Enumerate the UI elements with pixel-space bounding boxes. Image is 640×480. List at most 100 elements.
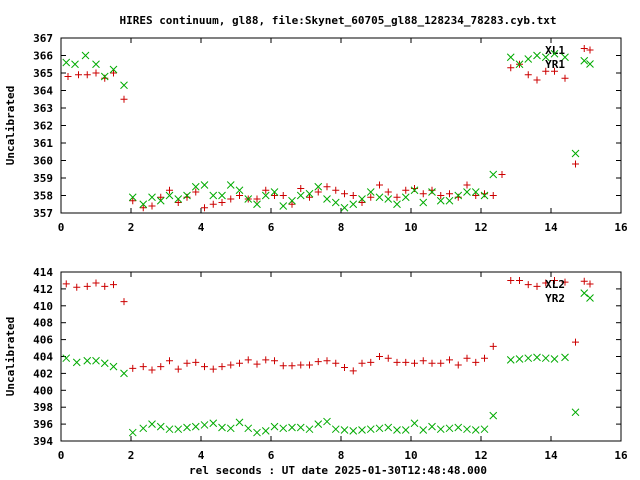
data-point bbox=[81, 51, 90, 60]
data-point bbox=[541, 53, 550, 62]
data-point bbox=[507, 276, 515, 284]
data-point bbox=[533, 76, 541, 84]
data-point bbox=[437, 359, 445, 367]
x-tick-label: 16 bbox=[614, 221, 628, 234]
data-point bbox=[489, 411, 498, 420]
data-point bbox=[463, 425, 471, 434]
series-XL2 bbox=[62, 276, 588, 375]
data-point bbox=[463, 354, 471, 362]
data-point bbox=[148, 366, 156, 374]
data-point bbox=[524, 55, 533, 63]
panel-1: 357 358 359 360 361 362 363 364 365 366 367 0 2 4 6 8 10… bbox=[4, 32, 628, 234]
data-point bbox=[331, 425, 340, 434]
data-point bbox=[375, 424, 384, 433]
data-point bbox=[200, 181, 209, 189]
data-point bbox=[463, 181, 471, 189]
data-point bbox=[120, 298, 128, 306]
data-point bbox=[306, 193, 313, 201]
x-tick-label: 2 bbox=[128, 221, 135, 234]
data-point bbox=[446, 356, 453, 364]
data-point bbox=[524, 354, 533, 363]
data-point bbox=[454, 423, 463, 432]
data-point bbox=[139, 204, 147, 212]
data-point bbox=[533, 51, 541, 60]
x-tick-label: 16 bbox=[614, 449, 628, 462]
data-point bbox=[401, 426, 410, 434]
data-point bbox=[227, 195, 235, 203]
data-point bbox=[506, 53, 515, 62]
legend-label: XL1 bbox=[545, 44, 565, 57]
data-point bbox=[419, 426, 428, 434]
data-point bbox=[314, 182, 323, 191]
data-point bbox=[109, 65, 118, 74]
legend-label: YR1 bbox=[545, 58, 565, 71]
data-point bbox=[551, 67, 558, 75]
data-point bbox=[332, 359, 340, 367]
data-point bbox=[384, 423, 393, 432]
data-point bbox=[165, 425, 174, 434]
data-point bbox=[561, 74, 569, 82]
data-point bbox=[148, 420, 156, 428]
data-point bbox=[358, 426, 366, 434]
data-point bbox=[279, 424, 288, 433]
data-point bbox=[376, 353, 383, 360]
x-tick-label: 12 bbox=[474, 221, 487, 234]
data-point bbox=[454, 191, 463, 200]
data-point bbox=[166, 357, 173, 365]
data-point bbox=[92, 60, 100, 69]
data-point bbox=[244, 424, 253, 433]
data-point bbox=[253, 195, 261, 203]
legend-label: YR2 bbox=[545, 292, 565, 305]
data-point bbox=[235, 418, 244, 427]
data-point bbox=[71, 60, 79, 69]
data-point bbox=[332, 186, 340, 194]
data-point bbox=[174, 425, 183, 434]
data-point bbox=[174, 199, 182, 206]
data-point bbox=[270, 188, 279, 196]
data-point bbox=[393, 426, 401, 434]
data-point bbox=[367, 358, 375, 366]
data-point bbox=[92, 69, 100, 77]
data-point bbox=[561, 278, 569, 286]
y-tick-label: 406 bbox=[33, 334, 53, 347]
x-tick-label: 2 bbox=[128, 449, 135, 462]
y-tick-label: 414 bbox=[33, 266, 53, 279]
data-point bbox=[156, 422, 165, 431]
x-tick-label: 10 bbox=[404, 449, 417, 462]
x-tick-label: 4 bbox=[198, 221, 205, 234]
x-tick-label: 14 bbox=[544, 449, 558, 462]
data-point bbox=[366, 188, 375, 196]
x-axis-label: rel seconds : UT date 2025-01-30T12:48:4… bbox=[189, 464, 487, 477]
y-axis-label: Uncalibrated bbox=[4, 317, 17, 396]
data-point bbox=[62, 58, 71, 67]
data-point bbox=[183, 191, 191, 200]
data-point bbox=[580, 45, 588, 52]
data-point bbox=[139, 363, 147, 371]
data-point bbox=[165, 191, 174, 200]
x-tick-label: 4 bbox=[198, 449, 205, 462]
series-YR2 bbox=[62, 289, 589, 437]
data-point bbox=[110, 69, 117, 77]
data-point bbox=[129, 364, 137, 372]
data-point bbox=[218, 191, 226, 200]
data-point bbox=[349, 200, 358, 209]
x-tick-label: 8 bbox=[338, 449, 345, 462]
y-tick-label: 359 bbox=[33, 172, 53, 185]
legend-marker bbox=[586, 294, 594, 302]
data-point bbox=[120, 369, 128, 378]
panel-2: 394 396 398 400 402 404 406 408 410 412 414 0 2 4 6 8 10… bbox=[4, 266, 628, 462]
data-point bbox=[262, 186, 270, 194]
data-point bbox=[101, 282, 109, 290]
x-tick-label: 6 bbox=[268, 449, 275, 462]
data-point bbox=[533, 353, 541, 362]
y-tick-label: 365 bbox=[33, 67, 53, 80]
data-point bbox=[297, 185, 305, 192]
data-point bbox=[262, 356, 270, 364]
y-tick-label: 360 bbox=[33, 155, 53, 168]
data-point bbox=[157, 193, 165, 201]
data-point bbox=[571, 408, 580, 417]
data-point bbox=[288, 362, 296, 370]
data-point bbox=[209, 419, 218, 428]
plot-frame bbox=[60, 37, 622, 214]
data-point bbox=[384, 188, 392, 196]
